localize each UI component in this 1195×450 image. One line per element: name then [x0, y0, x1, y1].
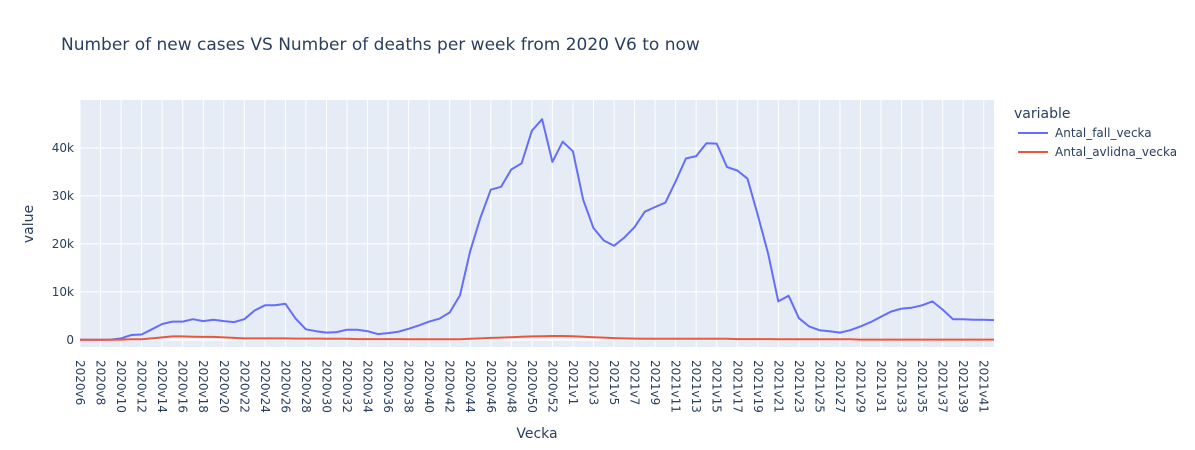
x-tick-label: 2021v27: [833, 360, 847, 413]
x-tick-label: 2021v41: [977, 360, 991, 413]
x-tick-label: 2020v18: [196, 360, 210, 413]
x-tick-label: 2020v44: [463, 360, 477, 413]
x-tick-label: 2020v38: [402, 360, 416, 413]
x-axis-title: Vecka: [516, 426, 557, 442]
x-tick-label: 2021v15: [710, 360, 724, 413]
x-tick-label: 2020v48: [504, 360, 518, 413]
x-tick-label: 2021v3: [586, 360, 600, 405]
x-tick-label: 2021v31: [874, 360, 888, 413]
y-tick-label: 0: [66, 333, 74, 347]
x-axis-ticks: 2020v6 2020v8 2020v10 2020v12 2020v14 2020v16…: [73, 360, 991, 413]
x-tick-label: 2021v5: [607, 360, 621, 405]
x-tick-label: 2020v6: [73, 360, 87, 405]
x-tick-label: 2020v30: [319, 360, 333, 413]
x-tick-label: 2021v33: [895, 360, 909, 413]
series-line-antal-avlidna-vecka[interactable]: [80, 335, 994, 341]
x-tick-label: 2021v25: [812, 360, 826, 413]
x-tick-label: 2021v17: [730, 360, 744, 413]
x-tick-label: 2020v32: [340, 360, 354, 413]
x-tick-label: 2021v7: [628, 360, 642, 405]
x-tick-label: 2020v10: [114, 360, 128, 413]
x-tick-label: 2021v1: [566, 360, 580, 405]
y-tick-label: 10k: [52, 285, 74, 299]
y-tick-label: 40k: [52, 141, 74, 155]
x-tick-label: 2020v42: [443, 360, 457, 413]
x-tick-label: 2020v40: [422, 360, 436, 413]
legend-item-antal-fall-vecka[interactable]: Antal_fall_vecka: [1018, 126, 1152, 140]
legend-label: Antal_avlidna_vecka: [1055, 145, 1177, 159]
y-tick-label: 20k: [52, 237, 74, 251]
chart-title: Number of new cases VS Number of deaths …: [61, 35, 700, 55]
legend[interactable]: variable Antal_fall_vecka Antal_avlidna_…: [1014, 106, 1177, 159]
x-tick-label: 2020v34: [361, 360, 375, 413]
x-tick-label: 2020v8: [94, 360, 108, 405]
x-tick-label: 2020v12: [135, 360, 149, 413]
x-tick-label: 2020v50: [525, 360, 539, 413]
x-tick-label: 2020v36: [381, 360, 395, 413]
series-lines: [80, 118, 995, 341]
x-tick-label: 2021v29: [853, 360, 867, 413]
x-tick-label: 2020v22: [237, 360, 251, 413]
x-tick-label: 2020v20: [217, 360, 231, 413]
x-tick-label: 2020v52: [545, 360, 559, 413]
x-tick-label: 2020v14: [155, 360, 169, 413]
x-tick-label: 2020v16: [176, 360, 190, 413]
legend-title: variable: [1014, 106, 1070, 122]
x-tick-label: 2021v19: [751, 360, 765, 413]
x-tick-label: 2020v24: [258, 360, 272, 413]
x-tick-label: 2021v13: [689, 360, 703, 413]
y-axis-title: value: [21, 205, 37, 243]
x-tick-label: 2021v11: [669, 360, 683, 413]
legend-item-antal-avlidna-vecka[interactable]: Antal_avlidna_vecka: [1018, 145, 1177, 159]
x-tick-label: 2021v35: [915, 360, 929, 413]
legend-label: Antal_fall_vecka: [1055, 126, 1152, 140]
x-tick-label: 2021v39: [956, 360, 970, 413]
plot-area: [80, 100, 994, 347]
y-axis-ticks: 0 10k 20k 30k 40k: [52, 141, 74, 347]
x-tick-label: 2021v37: [936, 360, 950, 413]
x-tick-label: 2021v23: [792, 360, 806, 413]
y-tick-label: 30k: [52, 189, 74, 203]
x-tick-label: 2021v9: [648, 360, 662, 405]
x-tick-label: 2020v28: [299, 360, 313, 413]
series-line-antal-fall-vecka[interactable]: [80, 118, 995, 341]
x-tick-label: 2020v46: [484, 360, 498, 413]
x-tick-label: 2020v26: [278, 360, 292, 413]
x-tick-label: 2021v21: [771, 360, 785, 413]
